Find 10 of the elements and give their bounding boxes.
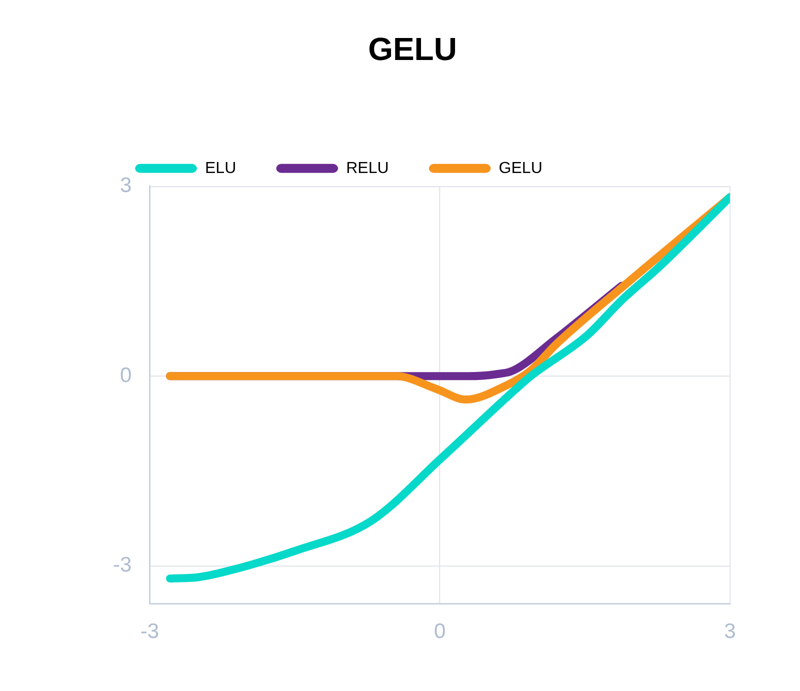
x-tick-label: -3 <box>140 620 160 644</box>
y-tick-label: 3 <box>120 174 132 198</box>
y-tick-label: 0 <box>120 364 132 387</box>
chart-title: GELU <box>368 31 457 68</box>
legend-label: RELU <box>346 160 389 177</box>
x-tick-label: 0 <box>434 620 446 644</box>
x-tick-label: 3 <box>724 620 736 644</box>
legend-label: GELU <box>498 160 542 177</box>
y-tick-label: -3 <box>112 554 132 577</box>
legend-label: ELU <box>205 160 236 177</box>
